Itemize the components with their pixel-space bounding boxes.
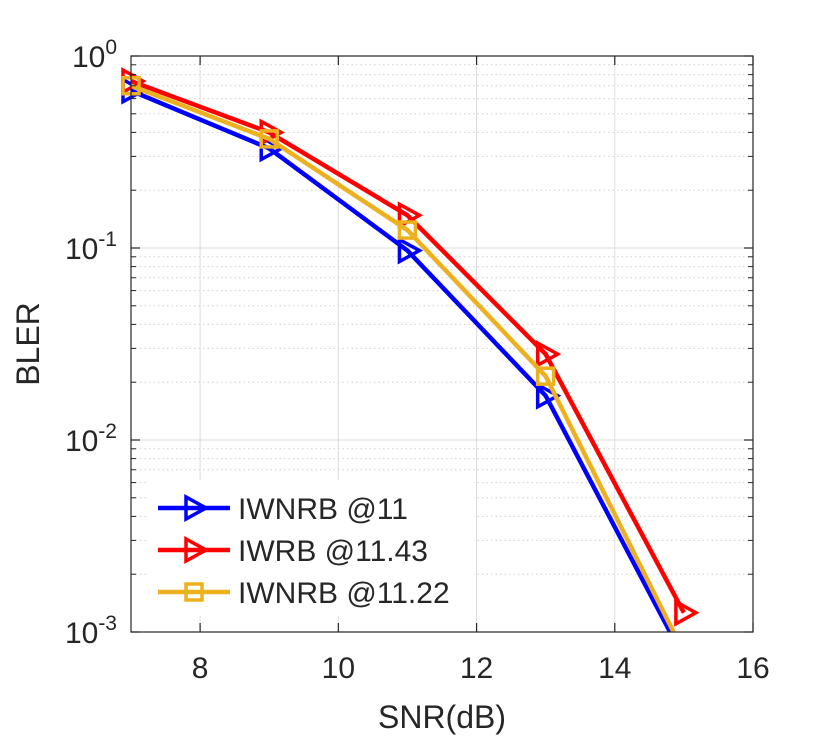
- x-tick-label: 14: [598, 652, 631, 685]
- series-point: [535, 381, 562, 410]
- x-axis-label: SNR(dB): [378, 699, 506, 735]
- x-tick-label: 8: [192, 652, 209, 685]
- x-tick-labels: 8 10 12 14 16: [192, 652, 770, 685]
- y-tick-label: 10-3: [65, 612, 117, 650]
- x-tick-label: 12: [460, 652, 493, 685]
- series-layer: [121, 67, 700, 632]
- legend-label: IWNRB @11: [238, 493, 408, 526]
- series-point: [535, 366, 556, 386]
- legend-label: IWRB @11.43: [238, 535, 428, 568]
- series-point: [674, 598, 700, 627]
- legend-item: IWNRB @11: [158, 493, 408, 526]
- y-tick-labels: 100 10-1 10-2 10-3: [65, 36, 117, 650]
- legend: IWNRB @11 IWRB @11.43 IWNRB @11.22: [148, 480, 474, 616]
- y-tick-label: 10-2: [65, 420, 117, 458]
- y-tick-label: 100: [72, 36, 117, 74]
- x-tick-label: 10: [322, 652, 355, 685]
- series-point: [259, 129, 279, 149]
- series-line: [131, 83, 676, 632]
- legend-item: IWRB @11.43: [158, 535, 428, 568]
- legend-item: IWNRB @11.22: [158, 577, 450, 610]
- y-tick-label: 10-1: [65, 228, 117, 266]
- legend-swatch-marker: [184, 536, 210, 564]
- plot-frame: [130, 55, 754, 633]
- legend-label: IWNRB @11.22: [238, 577, 450, 610]
- series-point: [535, 340, 562, 369]
- series-point: [397, 236, 424, 265]
- legend-swatch-marker: [184, 494, 210, 522]
- y-axis-label: BLER: [10, 302, 46, 386]
- axis-ticks: [131, 55, 754, 633]
- series-line: [131, 88, 673, 632]
- x-tick-label: 16: [736, 652, 769, 685]
- series-point: [397, 220, 418, 240]
- legend-swatch-marker: [184, 582, 204, 602]
- series-line: [131, 78, 686, 614]
